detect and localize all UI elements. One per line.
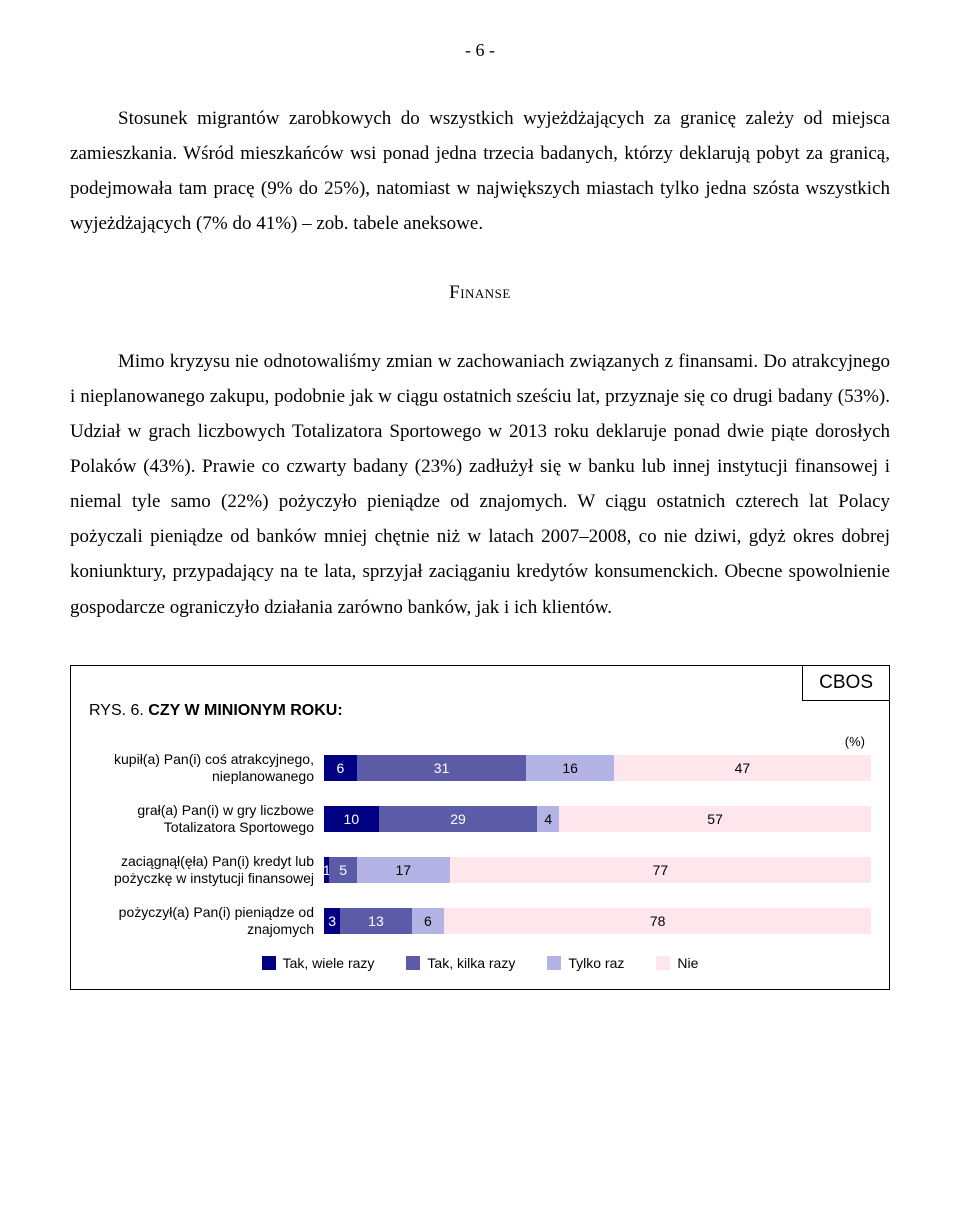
page-number: - 6 - [70, 40, 890, 61]
legend-swatch [406, 956, 420, 970]
chart-title-text: CZY W MINIONYM ROKU: [148, 702, 342, 719]
bar-track: 6311647 [324, 755, 871, 781]
chart-row-label: zaciągnął(ęła) Pan(i) kredyt lub pożyczk… [89, 853, 324, 888]
chart-row-label: kupił(a) Pan(i) coś atrakcyjnego, niepla… [89, 751, 324, 786]
bar-segment: 78 [444, 908, 871, 934]
legend-label: Tylko raz [568, 955, 624, 971]
bar-segment: 13 [340, 908, 411, 934]
chart-row-label: pożyczył(a) Pan(i) pieniądze od znajomyc… [89, 904, 324, 939]
bar-segment: 4 [537, 806, 559, 832]
bar-track: 313678 [324, 908, 871, 934]
chart-row-label: grał(a) Pan(i) w gry liczbowe Totalizato… [89, 802, 324, 837]
cbos-badge: CBOS [802, 665, 890, 701]
chart-row: zaciągnął(ęła) Pan(i) kredyt lub pożyczk… [89, 853, 871, 888]
bar-segment: 47 [614, 755, 871, 781]
chart-row: pożyczył(a) Pan(i) pieniądze od znajomyc… [89, 904, 871, 939]
bar-segment: 3 [324, 908, 340, 934]
bar-segment: 31 [357, 755, 527, 781]
bar-segment: 10 [324, 806, 379, 832]
bar-track: 1029457 [324, 806, 871, 832]
legend-item: Nie [656, 955, 698, 971]
legend-label: Tak, kilka razy [427, 955, 515, 971]
bar-track: 151777 [324, 857, 871, 883]
chart-row: kupił(a) Pan(i) coś atrakcyjnego, niepla… [89, 751, 871, 786]
chart-title: RYS. 6. CZY W MINIONYM ROKU: [89, 702, 871, 720]
legend-swatch [262, 956, 276, 970]
chart-row: grał(a) Pan(i) w gry liczbowe Totalizato… [89, 802, 871, 837]
chart-pct-unit: (%) [89, 734, 871, 749]
legend-item: Tylko raz [547, 955, 624, 971]
legend-label: Nie [677, 955, 698, 971]
bar-segment: 57 [559, 806, 871, 832]
bar-segment: 77 [450, 857, 871, 883]
chart-rows: kupił(a) Pan(i) coś atrakcyjnego, niepla… [89, 751, 871, 939]
legend-swatch [656, 956, 670, 970]
section-heading-finanse: Finanse [70, 282, 890, 304]
bar-segment: 29 [379, 806, 538, 832]
legend-item: Tak, kilka razy [406, 955, 515, 971]
bar-segment: 6 [324, 755, 357, 781]
bar-segment: 16 [526, 755, 614, 781]
bar-segment: 17 [357, 857, 450, 883]
paragraph-2: Mimo kryzysu nie odnotowaliśmy zmian w z… [70, 344, 890, 625]
chart-legend: Tak, wiele razy Tak, kilka razy Tylko raz N… [89, 955, 871, 971]
bar-segment: 6 [412, 908, 445, 934]
paragraph-1: Stosunek migrantów zarobkowych do wszyst… [70, 101, 890, 242]
chart-container: CBOS RYS. 6. CZY W MINIONYM ROKU: (%) ku… [70, 665, 890, 990]
legend-label: Tak, wiele razy [283, 955, 375, 971]
chart-rys-label: RYS. 6. [89, 702, 144, 719]
legend-swatch [547, 956, 561, 970]
bar-segment: 5 [329, 857, 356, 883]
legend-item: Tak, wiele razy [262, 955, 375, 971]
